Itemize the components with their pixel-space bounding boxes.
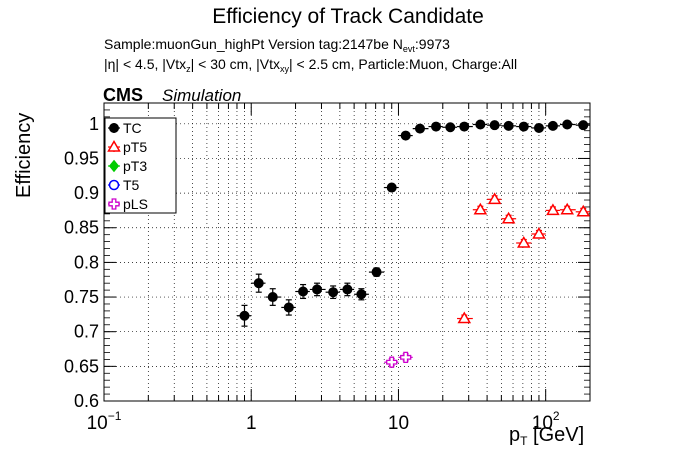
data-point-tc: [371, 267, 382, 278]
legend-label: T5: [123, 177, 140, 193]
legend-label: pT5: [123, 139, 147, 155]
data-point-tc: [547, 120, 558, 131]
data-point-tc: [342, 284, 353, 295]
legend-marker-pt3: [108, 159, 120, 173]
y-tick-label: 0.8: [74, 252, 99, 272]
data-point-tc: [431, 121, 442, 132]
data-point-tc: [533, 122, 544, 133]
y-tick-label: 1: [89, 114, 99, 134]
subtitle-line2-part1: |η| < 4.5, |Vtx: [104, 56, 187, 72]
subtitle-line2-part2: | < 30 cm, |Vtx: [190, 56, 280, 72]
data-point-pt5: [487, 192, 502, 205]
y-tick-label: 0.9: [74, 183, 99, 203]
x-axis-label: pT [GeV]: [509, 425, 584, 447]
legend-marker-pls: [108, 198, 120, 210]
subtitle-line2-sub2: xy: [279, 64, 289, 74]
y-tick-label: 0.7: [74, 322, 99, 342]
y-tick-label: 0.75: [64, 287, 99, 307]
data-point-pt5: [501, 211, 516, 224]
legend-label: TC: [123, 120, 142, 136]
data-point-tc: [518, 121, 529, 132]
plot-frame: [103, 102, 591, 402]
data-point-pls: [386, 356, 398, 368]
data-point-tc: [283, 302, 294, 313]
x-axis-label-main: p: [509, 424, 521, 446]
x-tick-label: 10: [388, 413, 409, 434]
data-point-tc: [386, 182, 397, 193]
subtitle-line1-prefix: Sample:muonGun_highPt Version tag:2147be…: [104, 36, 403, 52]
data-point-tc: [475, 119, 486, 130]
data-point-tc: [414, 123, 425, 134]
y-tick-label: 0.65: [64, 356, 99, 376]
data-point-tc: [445, 122, 456, 133]
data-point-pt5: [457, 311, 472, 324]
subtitle-line1-sub: evt: [402, 44, 415, 54]
y-tick-label: 0.85: [64, 218, 99, 238]
data-point-pt5: [532, 226, 546, 239]
subtitle-cuts-line: |η| < 4.5, |Vtxz| < 30 cm, |Vtxxy| < 2.5…: [104, 57, 517, 74]
legend-label: pT3: [123, 158, 147, 174]
data-point-tc: [489, 120, 500, 131]
cms-label: CMS: [103, 85, 143, 105]
legend-marker-tc: [109, 123, 119, 133]
x-tick-label: 102: [532, 409, 560, 434]
subtitle-line1-suffix: :9973: [414, 36, 450, 52]
data-point-tc: [459, 121, 470, 132]
data-point-tc: [239, 310, 250, 321]
data-point-pt5: [473, 202, 488, 215]
legend-marker-t5: [108, 179, 120, 191]
data-point-tc: [578, 120, 589, 131]
data-point-pt5: [576, 204, 591, 217]
subtitle-line2-part3: | < 2.5 cm, Particle:Muon, Charge:All: [288, 56, 518, 72]
y-tick-label: 0.95: [64, 148, 99, 168]
data-point-tc: [503, 120, 514, 131]
data-point-tc: [267, 292, 278, 303]
data-point-tc: [562, 119, 573, 130]
simulation-label: Simulation: [162, 86, 242, 105]
legend-label: pLS: [123, 196, 148, 212]
data-point-tc: [253, 278, 264, 289]
data-point-pt5: [516, 235, 531, 248]
data-point-pls: [400, 351, 412, 363]
chart-title: Efficiency of Track Candidate: [212, 5, 484, 28]
data-point-tc: [298, 286, 309, 297]
data-point-tc: [328, 287, 339, 298]
x-axis-label-sub: T: [520, 434, 528, 448]
subtitle-line2-sub1: z: [186, 64, 191, 74]
x-tick-label: 10−1: [87, 409, 122, 434]
y-tick-label: 0.6: [74, 391, 99, 411]
data-point-pt5: [560, 202, 574, 215]
legend-marker-pt5: [107, 140, 121, 152]
subtitle-sample-line: Sample:muonGun_highPt Version tag:2147be…: [104, 37, 450, 54]
x-tick-label: 1: [246, 413, 257, 434]
data-point-pt5: [546, 203, 560, 216]
x-axis-label-unit: [GeV]: [527, 424, 585, 446]
data-point-tc: [312, 284, 323, 295]
data-point-tc: [356, 289, 367, 300]
data-point-tc: [400, 130, 411, 141]
